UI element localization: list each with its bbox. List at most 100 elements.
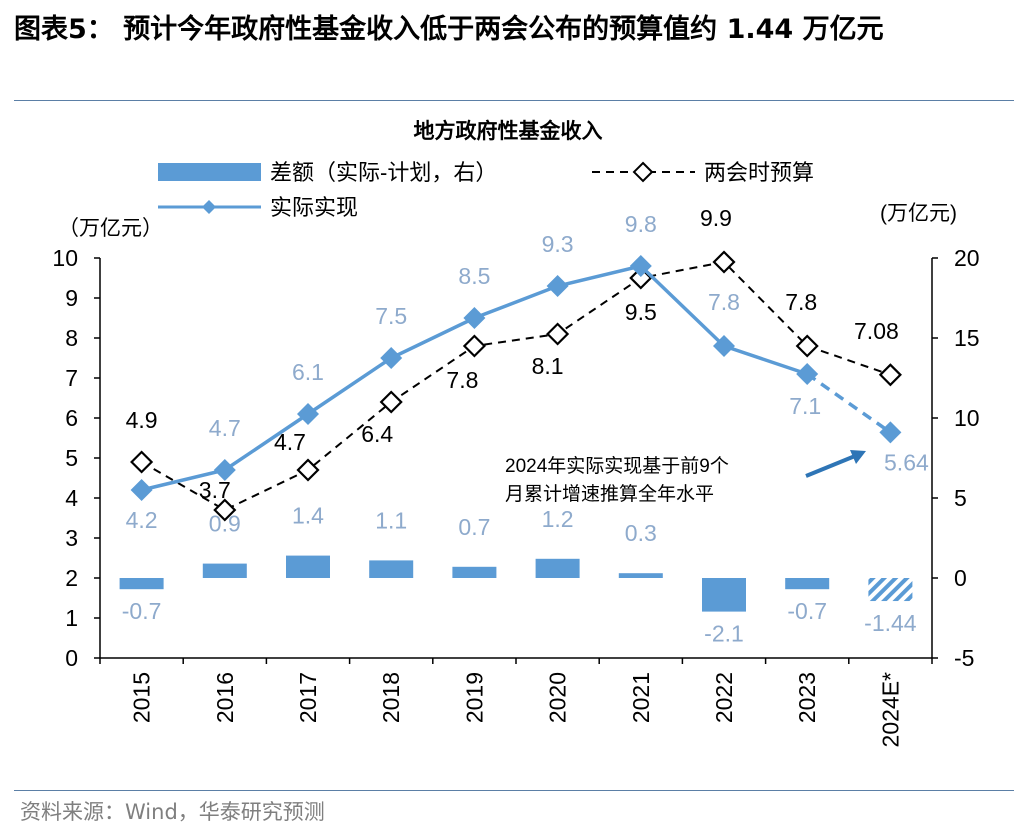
source-note: 资料来源：Wind，华泰研究预测 [20, 800, 325, 824]
left-tick-label: 9 [65, 285, 78, 311]
x-tick-label: 2019 [461, 672, 487, 723]
right-tick-label: 0 [954, 565, 967, 591]
budget-point [213, 498, 237, 522]
budget-line [141, 260, 891, 512]
legend-budget-label: 两会时预算 [704, 160, 814, 185]
x-tick-label: 2022 [711, 672, 737, 723]
bar-label: 0.9 [209, 511, 241, 537]
x-tick-label: 2023 [794, 672, 820, 723]
x-tick-label: 2015 [129, 672, 155, 723]
budget-label: 9.9 [700, 205, 732, 231]
right-tick-label: 10 [954, 405, 980, 431]
actual-label: 5.64 [884, 449, 929, 475]
actual-label: 7.8 [708, 289, 740, 315]
actual-point [297, 403, 319, 425]
left-tick-label: 1 [65, 605, 78, 631]
annotation-arrow-shaft [805, 454, 856, 478]
actual-label: 9.3 [542, 231, 574, 257]
axes: 0 1 2 3 4 5 6 7 8 9 10 -5 0 5 10 15 20 2015 2016 2017 2018 20… [52, 245, 979, 747]
x-tick-label: 2021 [628, 672, 654, 723]
left-tick-label: 3 [65, 525, 78, 551]
right-axis-label: (万亿元) [880, 202, 957, 225]
bar-label: -2.1 [704, 621, 744, 647]
budget-point [379, 390, 403, 414]
actual-point [629, 255, 652, 277]
bar-label: 1.2 [542, 506, 574, 532]
actual-point [463, 307, 486, 329]
right-tick-label: 5 [954, 485, 967, 511]
budget-label: 3.7 [199, 477, 231, 503]
left-tick-label: 6 [65, 405, 78, 431]
actual-point [546, 275, 569, 297]
chart-title: 地方政府性基金收入 [414, 119, 603, 143]
bar-difference [618, 573, 663, 578]
budget-label: 9.5 [625, 299, 657, 325]
bar-series [119, 555, 913, 612]
left-tick-label: 10 [52, 245, 78, 271]
budget-point [296, 458, 320, 482]
budget-point [546, 322, 570, 346]
bar-label: 1.1 [375, 507, 407, 533]
actual-label: 9.8 [625, 211, 657, 237]
budget-point [130, 450, 154, 474]
x-tick-label: 2017 [295, 672, 321, 723]
bar-label: 0.3 [625, 520, 657, 546]
budget-label: 6.4 [361, 421, 393, 447]
data-labels: 4.9 3.7 4.7 6.4 7.8 8.1 9.5 9.9 7.8 7.08 4.2 4.7 6.1… [122, 205, 929, 647]
budget-label: 7.8 [446, 367, 478, 393]
budget-label: 4.9 [126, 407, 158, 433]
bar-difference [286, 555, 330, 578]
legend: 差额（实际-计划，右） 两会时预算 实际实现 [158, 160, 814, 220]
bar-difference [369, 560, 414, 578]
x-tick-label: 2018 [378, 672, 404, 723]
bar-label: -0.7 [787, 598, 827, 624]
actual-point [380, 347, 403, 369]
budget-point [878, 363, 902, 387]
actual-point [879, 421, 902, 444]
annotation-arrow-head [850, 450, 866, 464]
bar-label: -0.7 [122, 598, 162, 624]
actual-point [796, 363, 819, 385]
bar-difference [202, 563, 247, 578]
left-tick-label: 4 [65, 485, 78, 511]
left-tick-label: 2 [65, 565, 78, 591]
bottom-rule [14, 790, 1014, 791]
actual-point [130, 479, 153, 501]
annotation-line-1: 2024年实际实现基于前9个 [505, 455, 729, 477]
x-tick-label: 2020 [545, 672, 571, 723]
legend-budget-marker [632, 161, 654, 183]
bar-label: -1.44 [864, 610, 917, 636]
left-tick-label: 5 [65, 445, 78, 471]
actual-label: 4.2 [126, 507, 158, 533]
budget-label: 7.08 [854, 318, 899, 344]
actual-label: 6.1 [292, 359, 324, 385]
chart: 地方政府性基金收入 差额（实际-计划，右） 两会时预算 实际实现 （万亿元） (… [52, 119, 979, 747]
legend-bar-swatch [158, 163, 261, 181]
actual-label: 7.1 [789, 393, 821, 419]
bar-difference [868, 578, 913, 602]
bar-label: 0.7 [458, 514, 490, 540]
actual-point [713, 335, 735, 357]
budget-series [130, 250, 902, 522]
actual-label: 4.7 [209, 415, 241, 441]
budget-point [712, 250, 736, 274]
left-tick-label: 0 [65, 645, 78, 671]
legend-actual-label: 实际实现 [270, 195, 358, 220]
budget-label: 7.8 [785, 289, 817, 315]
budget-label: 4.7 [274, 429, 306, 455]
actual-label: 7.5 [375, 303, 407, 329]
actual-label: 8.5 [458, 263, 490, 289]
bar-difference [535, 558, 580, 578]
bar-label: 1.4 [292, 503, 324, 529]
top-rule [14, 100, 1014, 101]
right-tick-label: -5 [954, 645, 974, 671]
budget-point [795, 334, 819, 358]
annotation-line-2: 月累计增速推算全年水平 [505, 483, 714, 505]
annotation: 2024年实际实现基于前9个 月累计增速推算全年水平 [505, 450, 866, 505]
left-tick-label: 8 [65, 325, 78, 351]
x-tick-label: 2016 [212, 672, 238, 723]
right-tick-label: 20 [954, 245, 980, 271]
bar-difference [702, 578, 746, 612]
left-tick-label: 7 [65, 365, 78, 391]
left-axis-label: （万亿元） [58, 217, 163, 240]
